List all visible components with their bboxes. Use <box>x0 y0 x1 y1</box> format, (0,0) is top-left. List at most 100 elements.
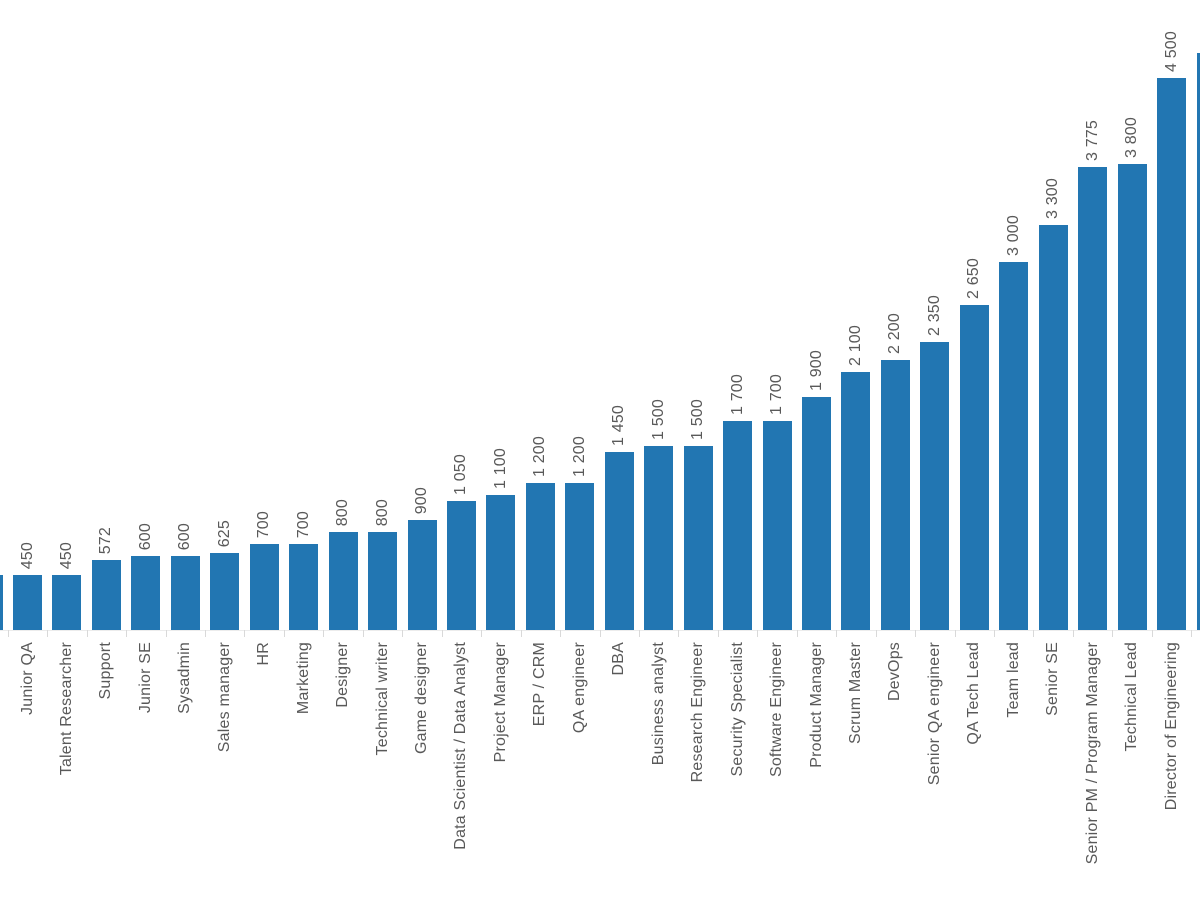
bar-category-label: Product Manager <box>807 642 825 768</box>
bar-category-label: Research Engineer <box>689 642 707 783</box>
bar-category-label: Junior QA <box>18 642 36 715</box>
axis-tick <box>560 630 562 637</box>
axis-tick <box>796 630 798 637</box>
axis-tick <box>915 630 917 637</box>
axis-tick <box>205 630 207 637</box>
bar-category-label: DevOps <box>886 642 904 701</box>
bar <box>486 495 516 630</box>
bar-value-label: 3 000 <box>1004 214 1022 256</box>
axis-tick <box>678 630 680 637</box>
bar-category-label: Technical writer <box>373 642 391 756</box>
axis-tick <box>836 630 838 637</box>
bar-value-label: 2 350 <box>925 294 943 336</box>
bar-category-label: Support <box>97 642 115 700</box>
bar <box>525 483 555 630</box>
axis-tick <box>47 630 49 637</box>
bar <box>841 372 871 630</box>
axis-tick <box>1151 630 1153 637</box>
bar-value-label: 1 200 <box>570 435 588 477</box>
axis-tick <box>1033 630 1035 637</box>
bar-category-label: Junior SE <box>136 642 154 714</box>
axis-tick <box>441 630 443 637</box>
bar-value-label: 3 800 <box>1123 116 1141 158</box>
bar <box>999 262 1029 630</box>
bar-category-label: Technical Lead <box>1123 642 1141 752</box>
bar <box>52 575 82 630</box>
bar-value-label: 3 775 <box>1083 119 1101 161</box>
bar-value-label: 450 <box>18 541 36 569</box>
bar-value-label: 700 <box>255 510 273 538</box>
bar-category-label: Data Scientist / Data Analyst <box>452 642 470 850</box>
bar-category-label: HR <box>255 642 273 666</box>
axis-tick <box>1072 630 1074 637</box>
bar <box>1117 164 1147 630</box>
bar-value-label: 2 650 <box>965 257 983 299</box>
bar <box>762 421 792 630</box>
bar-category-label: Talent Researcher <box>57 642 75 776</box>
bar-category-label: Marketing <box>294 642 312 715</box>
bar-value-label: 600 <box>136 522 154 550</box>
axis-tick <box>323 630 325 637</box>
edge-bar-left <box>0 575 3 630</box>
axis-tick <box>875 630 877 637</box>
axis-tick <box>599 630 601 637</box>
bar <box>91 560 121 630</box>
bar <box>131 556 161 630</box>
bar-value-label: 450 <box>57 541 75 569</box>
bar <box>1078 167 1108 630</box>
axis-tick <box>165 630 167 637</box>
bar-category-label: Director of Engineering <box>1162 642 1180 811</box>
axis-tick <box>283 630 285 637</box>
edge-bar-right <box>1196 53 1200 630</box>
bar-category-label: DBA <box>610 642 628 676</box>
bar-category-label: Scrum Master <box>846 642 864 744</box>
bar <box>170 556 200 630</box>
bar-value-label: 1 500 <box>689 398 707 440</box>
bar-category-label: Team lead <box>1004 642 1022 718</box>
bar-category-label: Sales manager <box>215 642 233 753</box>
bar-value-label: 700 <box>294 510 312 538</box>
bar-category-label: Senior SE <box>1044 642 1062 716</box>
axis-tick <box>7 630 9 637</box>
bar-category-label: Sysadmin <box>176 642 194 714</box>
axis-tick <box>402 630 404 637</box>
bar-value-label: 1 050 <box>452 453 470 495</box>
bar-category-label: Senior PM / Program Manager <box>1083 642 1101 865</box>
bar-value-label: 1 200 <box>531 435 549 477</box>
bar <box>368 532 398 630</box>
bar <box>328 532 358 630</box>
bar-value-label: 572 <box>97 526 115 554</box>
bar-category-label: Senior QA engineer <box>925 642 943 786</box>
axis-tick <box>994 630 996 637</box>
bar <box>407 520 437 630</box>
axis-tick <box>954 630 956 637</box>
bar-value-label: 1 500 <box>649 398 667 440</box>
axis-tick <box>717 630 719 637</box>
axis-tick <box>126 630 128 637</box>
bar <box>683 446 713 630</box>
bar-value-label: 1 100 <box>491 447 509 489</box>
axis-tick <box>481 630 483 637</box>
bar-value-label: 2 100 <box>846 324 864 366</box>
bar-category-label: Game designer <box>413 642 430 754</box>
axis-tick <box>1112 630 1114 637</box>
bar-value-label: 3 300 <box>1044 177 1062 219</box>
bar <box>604 452 634 630</box>
bar <box>249 544 279 630</box>
bar-value-label: 625 <box>215 519 233 547</box>
bar-value-label: 800 <box>334 498 352 526</box>
axis-tick <box>520 630 522 637</box>
bar-value-label: 600 <box>176 522 194 550</box>
bar-category-label: QA engineer <box>570 642 588 734</box>
axis-tick <box>638 630 640 637</box>
bar <box>446 501 476 630</box>
bar <box>644 446 674 630</box>
bar-category-label: Project Manager <box>491 642 509 763</box>
bar-value-label: 1 450 <box>610 404 628 446</box>
bar <box>723 421 753 630</box>
axis-tick <box>362 630 364 637</box>
bar <box>1038 225 1068 630</box>
bar-value-label: 1 700 <box>728 373 746 415</box>
bar-value-label: 4 500 <box>1162 30 1180 72</box>
